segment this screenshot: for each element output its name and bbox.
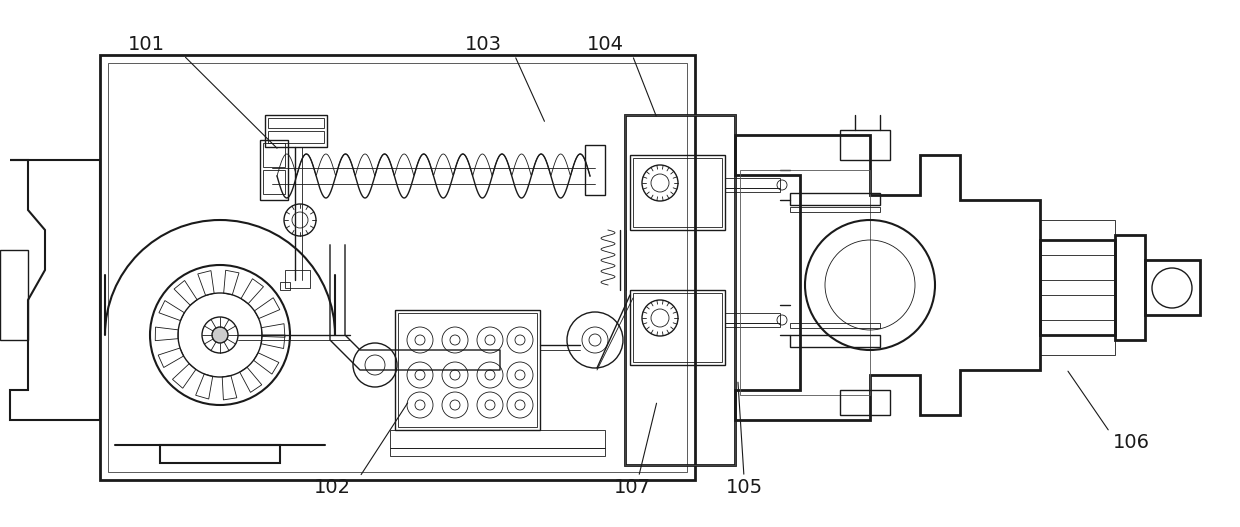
Bar <box>632 158 722 227</box>
Bar <box>630 290 725 365</box>
Bar <box>790 207 880 212</box>
Bar <box>396 310 539 430</box>
Bar <box>160 445 280 463</box>
Bar <box>100 55 694 480</box>
Bar <box>625 115 735 465</box>
Bar <box>268 118 324 128</box>
Bar <box>1040 255 1115 280</box>
Bar <box>391 448 605 456</box>
Bar <box>1040 295 1115 320</box>
Bar <box>398 313 537 427</box>
Bar <box>265 115 327 147</box>
Text: 104: 104 <box>587 35 624 54</box>
Bar <box>725 323 780 327</box>
Bar <box>263 143 285 167</box>
Text: 105: 105 <box>725 478 763 497</box>
Text: 103: 103 <box>465 35 502 54</box>
Bar <box>1115 235 1145 340</box>
Bar <box>585 145 605 195</box>
Bar <box>839 130 890 160</box>
Bar <box>839 390 890 415</box>
Bar <box>263 170 285 194</box>
Bar <box>725 188 780 192</box>
Bar <box>285 270 310 288</box>
Bar <box>632 293 722 362</box>
Bar <box>391 430 605 448</box>
Text: 101: 101 <box>128 35 165 54</box>
Text: 102: 102 <box>314 478 351 497</box>
Bar <box>630 155 725 230</box>
Bar <box>725 178 780 188</box>
Bar <box>625 115 735 465</box>
Bar <box>790 335 880 347</box>
Bar <box>268 131 324 143</box>
Bar <box>1040 240 1115 335</box>
Bar <box>790 323 880 328</box>
Bar <box>1145 260 1200 315</box>
Bar <box>280 282 290 290</box>
Text: 107: 107 <box>614 478 651 497</box>
Text: 106: 106 <box>1112 433 1149 452</box>
Bar <box>790 193 880 205</box>
Circle shape <box>212 327 228 343</box>
Bar <box>108 63 687 472</box>
Bar <box>725 313 780 323</box>
Bar <box>260 140 288 200</box>
Bar <box>740 170 870 395</box>
